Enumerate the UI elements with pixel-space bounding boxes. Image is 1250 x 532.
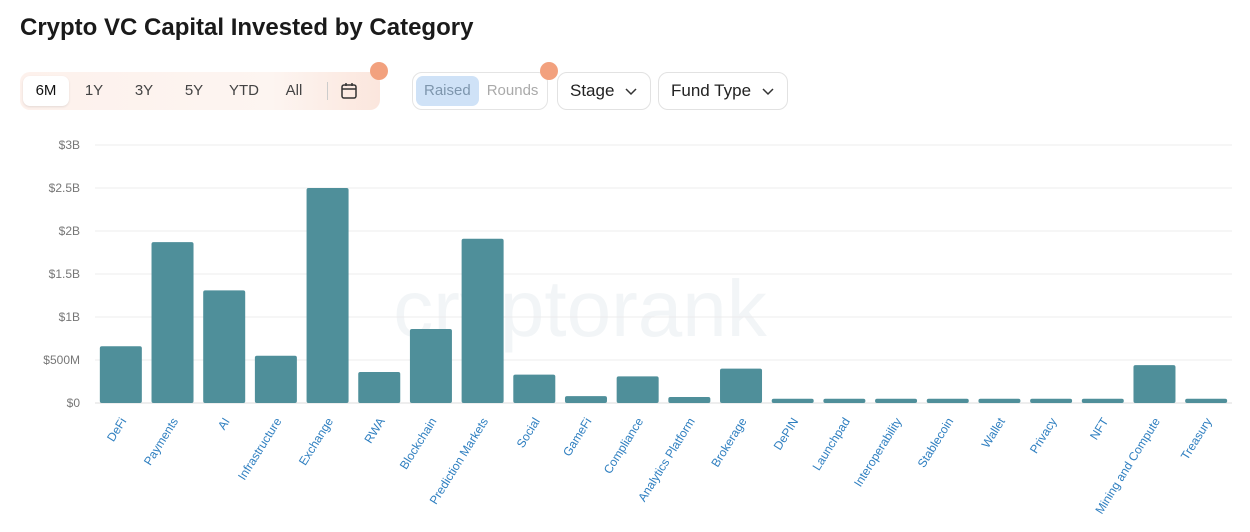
chevron <box>762 88 774 96</box>
x-tick-label: Privacy <box>1027 415 1060 456</box>
x-tick-label: Blockchain <box>397 415 440 472</box>
x-tick-label: NFT <box>1087 415 1112 443</box>
x-tick-label: Analytics Platform <box>635 415 698 504</box>
range-button[interactable]: 5Y <box>184 82 204 99</box>
x-tick-label: Brokerage <box>708 415 749 470</box>
bar <box>1081 398 1124 403</box>
bar <box>513 374 556 403</box>
y-tick-label: $1B <box>59 310 80 324</box>
bar <box>306 188 349 403</box>
bar <box>203 290 246 403</box>
range-button[interactable]: All <box>285 82 303 99</box>
bar <box>1185 398 1228 403</box>
bar <box>99 346 142 403</box>
x-tick-label: Stablecoin <box>915 415 957 470</box>
x-tick-label: Payments <box>141 415 181 468</box>
page-title: Crypto VC Capital Invested by Category <box>20 14 474 41</box>
bar <box>926 398 969 403</box>
x-tick-label: Prediction Markets <box>427 415 492 507</box>
x-tick-label: RWA <box>361 415 387 446</box>
range-button[interactable]: 1Y <box>84 82 104 99</box>
metric-button[interactable]: Rounds <box>486 82 539 99</box>
separator <box>327 82 328 100</box>
y-tick-label: $2.5B <box>49 181 80 195</box>
bar <box>875 398 918 403</box>
x-tick-label: DeFi <box>104 415 129 444</box>
premium-badge <box>370 62 388 80</box>
bar <box>616 376 659 403</box>
premium-badge <box>540 62 558 80</box>
x-tick-label: Treasury <box>1178 415 1215 462</box>
watermark: cryptorank <box>393 264 767 353</box>
bar <box>978 398 1021 403</box>
metric-toggle: Raised Rounds <box>412 72 548 110</box>
x-tick-label: Exchange <box>296 415 336 468</box>
bar <box>1133 365 1176 403</box>
dropdown[interactable]: Fund Type <box>658 72 789 110</box>
bar <box>151 242 194 403</box>
range-button[interactable]: 3Y <box>134 82 154 99</box>
metric-button[interactable]: Raised <box>416 76 479 106</box>
bar <box>564 396 607 403</box>
x-tick-label: Infrastructure <box>235 415 285 483</box>
bar <box>461 238 504 403</box>
y-tick-label: $500M <box>43 353 80 367</box>
x-tick-label: DePIN <box>771 415 802 452</box>
bar <box>720 368 763 403</box>
y-tick-label: $3B <box>59 138 80 152</box>
x-tick-label: GameFi <box>560 415 594 459</box>
x-tick-label: Launchpad <box>810 415 853 473</box>
bar <box>771 398 814 403</box>
dropdown-label: Stage <box>570 81 615 100</box>
dropdown-label: Fund Type <box>671 81 752 100</box>
y-tick-label: $2B <box>59 224 80 238</box>
range-button[interactable]: YTD <box>229 82 259 99</box>
range-group: 6M 1Y 3Y 5Y YTD All <box>20 72 380 110</box>
x-tick-label: Wallet <box>979 415 1009 451</box>
x-tick-label: Compliance <box>601 415 647 476</box>
x-tick-label: Interoperability <box>851 415 905 489</box>
bar <box>1030 398 1073 403</box>
bar <box>668 396 711 403</box>
bar <box>823 398 866 403</box>
y-tick-label: $0 <box>67 396 81 410</box>
x-tick-label: Social <box>514 415 543 450</box>
x-tick-label: AI <box>215 415 233 432</box>
range-button[interactable]: 6M <box>23 76 69 106</box>
y-tick-label: $1.5B <box>49 267 80 281</box>
bar <box>409 329 452 403</box>
calendar-icon[interactable] <box>340 82 358 100</box>
bar <box>254 355 297 403</box>
chevron <box>625 88 637 96</box>
bar <box>358 372 401 403</box>
dropdown[interactable]: Stage <box>557 72 652 110</box>
